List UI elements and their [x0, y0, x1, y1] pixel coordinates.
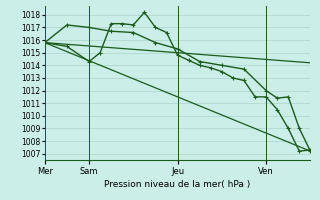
X-axis label: Pression niveau de la mer( hPa ): Pression niveau de la mer( hPa )	[104, 180, 251, 189]
